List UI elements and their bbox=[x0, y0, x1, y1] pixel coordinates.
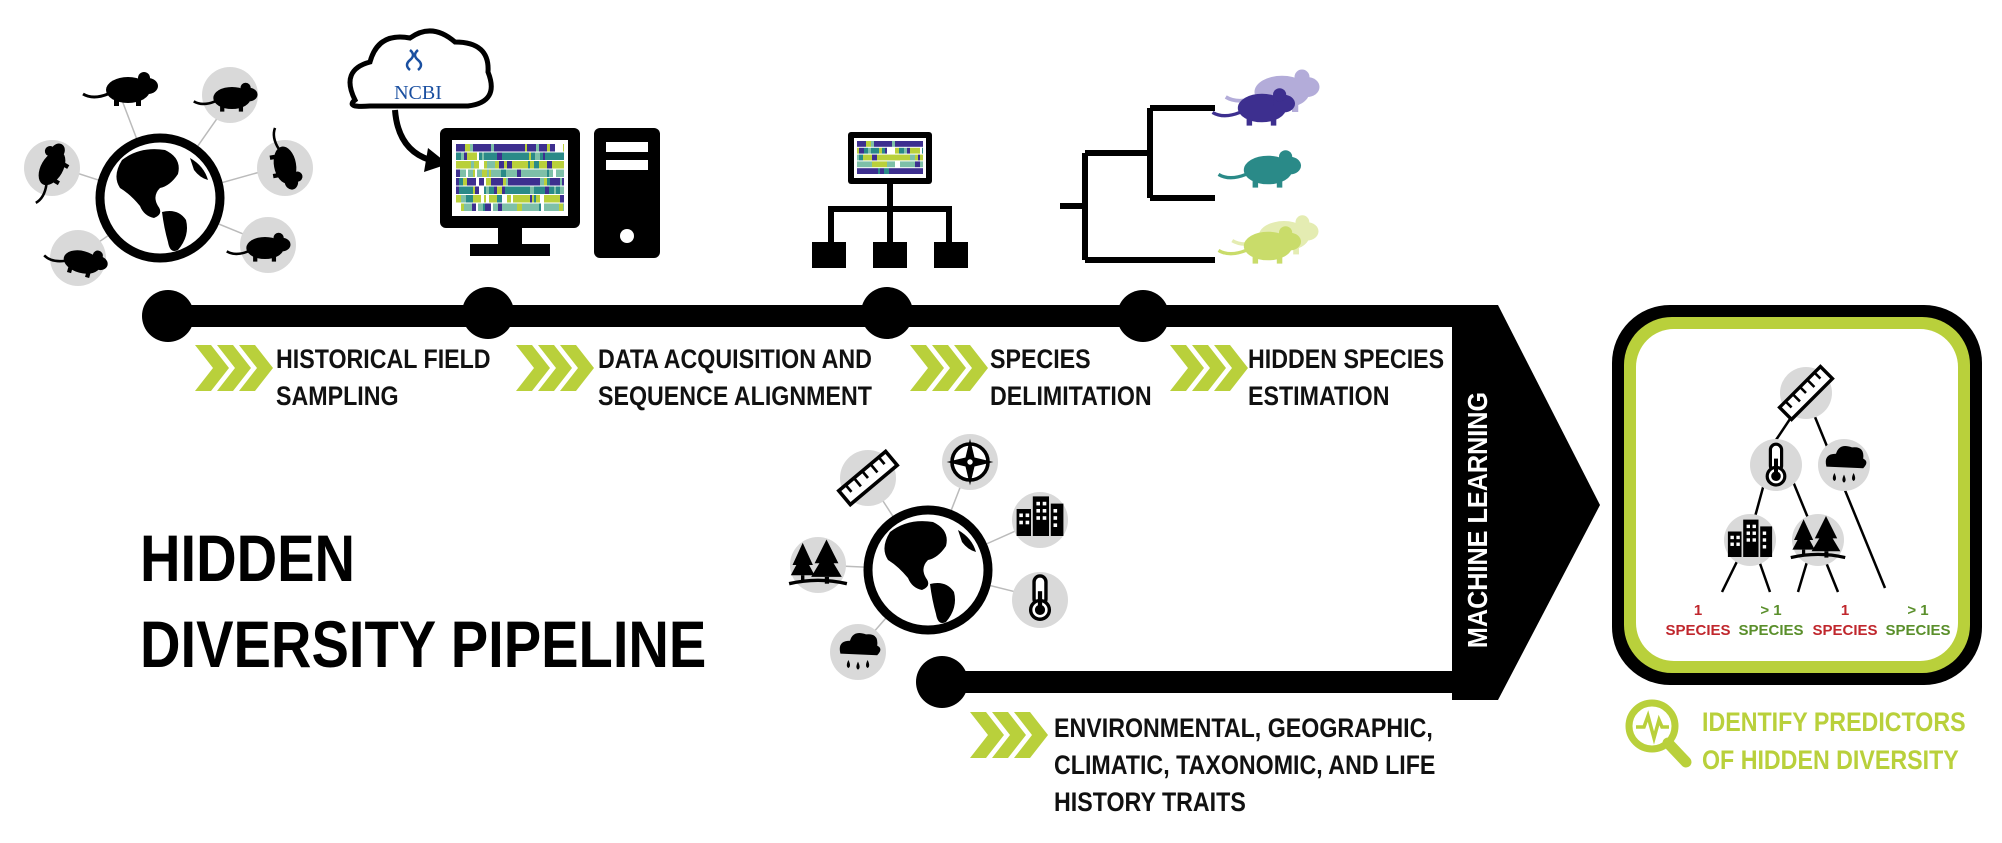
step-line: DATA ACQUISITION AND bbox=[598, 344, 872, 374]
thermometer-icon bbox=[1765, 442, 1787, 487]
step-line: SEQUENCE ALIGNMENT bbox=[598, 381, 872, 411]
chevron-step-2 bbox=[516, 345, 594, 391]
leaf-word: SPECIES bbox=[1812, 622, 1878, 639]
leaf-label: 1 SPECIES bbox=[1658, 601, 1738, 641]
step-line: SPECIES bbox=[990, 344, 1091, 374]
leaf-label: > 1 SPECIES bbox=[1878, 601, 1958, 641]
chevron-step-4 bbox=[1170, 345, 1248, 391]
title-line: DIVERSITY PIPELINE bbox=[140, 607, 707, 681]
data-acquisition-illustration: NCBI bbox=[347, 28, 660, 258]
leaf-count: 1 bbox=[1840, 602, 1850, 619]
pipeline-nodes bbox=[142, 287, 1169, 708]
step-historical-field-sampling: HISTORICAL FIELD SAMPLING bbox=[276, 341, 491, 415]
phylogeny-icon bbox=[1060, 105, 1215, 263]
outcome-box bbox=[1612, 305, 1982, 685]
step-traits: ENVIRONMENTAL, GEOGRAPHIC, CLIMATIC, TAX… bbox=[1054, 710, 1435, 821]
step-line: CLIMATIC, TAXONOMIC, AND LIFE bbox=[1054, 750, 1436, 780]
node-sampling bbox=[142, 290, 194, 342]
mouse-icon bbox=[81, 70, 160, 108]
thermometer-icon bbox=[1028, 574, 1052, 621]
step-line: DELIMITATION bbox=[990, 381, 1152, 411]
leaf-count: 1 bbox=[1693, 602, 1703, 619]
page-title: HIDDEN DIVERSITY PIPELINE bbox=[140, 515, 706, 687]
outcome-line: IDENTIFY PREDICTORS bbox=[1702, 707, 1966, 737]
step-line: HISTORY TRAITS bbox=[1054, 787, 1246, 817]
leaf-label: 1 SPECIES bbox=[1805, 601, 1885, 641]
ncbi-label: NCBI bbox=[394, 82, 442, 104]
step-line: HIDDEN SPECIES bbox=[1248, 344, 1445, 374]
decision-tree bbox=[1720, 364, 1887, 593]
node-acquisition bbox=[462, 287, 514, 339]
species-mice bbox=[1210, 67, 1322, 266]
globe-icon bbox=[868, 510, 988, 630]
computer-icon bbox=[440, 128, 660, 258]
step-line: ESTIMATION bbox=[1248, 381, 1390, 411]
step-hidden-species-estimation: HIDDEN SPECIES ESTIMATION bbox=[1248, 341, 1444, 415]
title-line: HIDDEN bbox=[140, 521, 356, 595]
leaf-label: > 1 SPECIES bbox=[1731, 601, 1811, 641]
step-data-acquisition: DATA ACQUISITION AND SEQUENCE ALIGNMENT bbox=[598, 341, 872, 415]
node-traits bbox=[916, 656, 968, 708]
step-line: HISTORICAL FIELD bbox=[276, 344, 491, 374]
outcome-label: IDENTIFY PREDICTORS OF HIDDEN DIVERSITY bbox=[1702, 703, 1966, 779]
leaf-word: SPECIES bbox=[1885, 622, 1951, 639]
leaf-word: SPECIES bbox=[1738, 622, 1804, 639]
outcome-line: OF HIDDEN DIVERSITY bbox=[1702, 745, 1959, 775]
traits-illustration bbox=[787, 434, 1068, 680]
magnifier-icon bbox=[1625, 699, 1692, 768]
node-estimation bbox=[1117, 290, 1169, 342]
chevron-step-3 bbox=[910, 345, 988, 391]
step-line: SAMPLING bbox=[276, 381, 399, 411]
step-line: ENVIRONMENTAL, GEOGRAPHIC, bbox=[1054, 713, 1433, 743]
mouse-icon bbox=[1216, 148, 1303, 190]
chevron-traits bbox=[970, 712, 1048, 758]
leaf-word: SPECIES bbox=[1665, 622, 1731, 639]
machine-learning-label: MACHINE LEARNING bbox=[1462, 391, 1493, 649]
network-icon bbox=[812, 132, 968, 268]
step-species-delimitation: SPECIES DELIMITATION bbox=[990, 341, 1152, 415]
globe-icon bbox=[100, 138, 220, 258]
chevron-step-1 bbox=[195, 345, 273, 391]
mouse-icon bbox=[1210, 86, 1297, 128]
node-delimitation bbox=[861, 287, 913, 339]
leaf-count: > 1 bbox=[1760, 602, 1782, 619]
field-sampling-illustration bbox=[18, 67, 313, 286]
leaf-count: > 1 bbox=[1907, 602, 1929, 619]
